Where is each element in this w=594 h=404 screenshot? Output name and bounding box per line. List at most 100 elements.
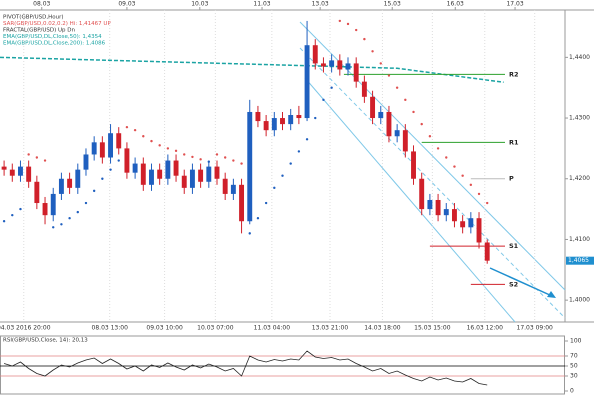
legend-entry: EMA(GBP/USD,DL,Close,200): 1,4086	[3, 41, 106, 47]
sar-dot	[84, 201, 88, 205]
top-tick-label: 08.03	[33, 1, 50, 8]
sar-dot	[191, 155, 194, 159]
sar-dot	[240, 162, 243, 165]
sar-dot	[314, 116, 317, 120]
sar-dot	[264, 201, 268, 205]
sar-dot	[461, 174, 464, 177]
rsi-line	[3, 350, 488, 386]
sar-dot	[52, 226, 55, 229]
rsi-tick-label: 0	[570, 388, 574, 395]
sar-dot	[273, 186, 276, 190]
sar-dot	[35, 156, 39, 159]
candle-body	[476, 218, 482, 243]
candle-body	[288, 115, 294, 125]
sar-dot	[27, 153, 30, 156]
sar-dot	[109, 168, 112, 171]
candle-body	[75, 169, 81, 188]
sar-dot	[92, 189, 96, 193]
sar-dot	[371, 50, 374, 53]
top-tick-label: 15.03	[384, 1, 401, 8]
legend-entry: SAR(GBP/USD,0.02,0.2) Hi: 1,41467 UP	[3, 21, 111, 27]
sar-dot	[387, 74, 391, 77]
candle-body	[206, 166, 212, 182]
candle-body	[239, 184, 245, 222]
candle-body	[394, 130, 400, 137]
legend-entry: FRACTAL(GBP/USD) Up Dn	[3, 28, 76, 34]
candle-body	[34, 181, 40, 204]
sar-dot	[183, 153, 186, 156]
candle-body	[108, 133, 113, 158]
sar-dot	[248, 232, 251, 235]
candle-body	[132, 163, 138, 173]
rsi-tick-label: 100	[570, 338, 582, 345]
sar-dot	[469, 183, 473, 187]
candle-body	[427, 199, 433, 210]
sar-dot	[436, 147, 440, 150]
sar-dot	[428, 135, 432, 138]
sar-dot	[412, 110, 415, 114]
x-tick-label: 17.03 09:00	[517, 325, 554, 332]
sar-dot	[330, 86, 333, 89]
top-tick-label: 11.03	[253, 1, 270, 8]
sar-dot	[223, 156, 227, 159]
sar-dot	[395, 86, 399, 89]
pivot-label: S2	[509, 280, 518, 288]
candle-body	[419, 178, 425, 210]
candle-body	[435, 199, 441, 216]
sar-dot	[445, 156, 448, 159]
x-tick-label: 14.03 18:00	[364, 325, 401, 332]
y-tick-label: 1,4000	[569, 297, 590, 304]
rsi-tick-label: 30	[570, 373, 578, 380]
projection-arrow	[489, 267, 553, 297]
candle-body	[386, 111, 392, 137]
candle-body	[189, 169, 195, 188]
candle-body	[198, 169, 204, 182]
sar-dot	[158, 144, 161, 147]
y-tick-label: 1,4100	[569, 236, 590, 243]
candle-body	[452, 209, 457, 222]
last-price-label: 1,4065	[568, 257, 589, 264]
channel-mid	[299, 47, 566, 319]
y-tick-label: 1,4200	[569, 175, 590, 182]
top-tick-label: 13.03	[312, 1, 329, 8]
sar-dot	[11, 213, 14, 217]
sar-dot	[363, 37, 366, 41]
x-tick-label: 16.03 12:00	[467, 325, 504, 332]
top-tick-label: 09.03	[118, 1, 135, 8]
legend-entry: PIVOT(GBP/USD,Hour)	[3, 15, 64, 21]
candle-body	[484, 242, 490, 261]
pivot-label: R1	[509, 138, 519, 146]
candle-body	[271, 118, 277, 131]
x-tick-label: 11.03 04:00	[254, 325, 291, 332]
sar-dot	[404, 98, 407, 102]
candle-body	[181, 175, 187, 188]
sar-dot	[125, 125, 129, 129]
candle-body	[1, 166, 7, 170]
sar-dot	[76, 210, 79, 214]
candle-body	[329, 60, 335, 67]
pivot-label: R2	[509, 70, 519, 78]
sar-dot	[215, 153, 219, 156]
candle-body	[116, 133, 122, 149]
candle-body	[165, 160, 171, 179]
sar-dot	[232, 159, 235, 162]
rsi-panel	[0, 335, 565, 395]
candle-body	[411, 151, 416, 179]
y-tick-label: 1,4300	[569, 115, 590, 122]
candle-body	[26, 166, 32, 182]
rsi-tick-label: 70	[570, 353, 578, 360]
candle-body	[345, 63, 351, 70]
last-price-tag	[566, 256, 594, 265]
candle-body	[263, 121, 269, 131]
candle-body	[58, 178, 64, 194]
x-tick-label: 09.03 10:00	[146, 325, 183, 332]
sar-dot	[101, 177, 104, 180]
sar-dot	[43, 159, 47, 162]
x-tick-label: 15.03 15:00	[414, 325, 451, 332]
y-tick-label: 1,4400	[569, 54, 590, 61]
candle-body	[18, 166, 23, 176]
channel-lower	[304, 77, 516, 323]
candle-body	[140, 163, 146, 185]
legend-entry: EMA(GBP/USD,DL,Close,50): 1,4354	[3, 34, 102, 40]
